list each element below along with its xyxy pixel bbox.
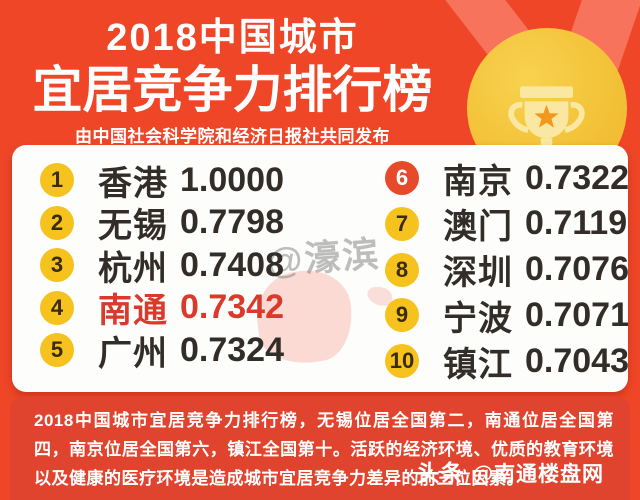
ranking-card: @濠滨 1 香港 1.0000 2 无锡 0.7798 3 杭州 0.7408 …	[12, 145, 628, 392]
city-name: 宁波	[443, 299, 513, 338]
ranking-row: 5 广州 0.7324	[40, 329, 284, 373]
rank-badge: 3	[40, 248, 74, 282]
publisher-watermark: 头条 @南通楼盘网	[417, 454, 604, 488]
rank-badge: 2	[40, 205, 74, 240]
city-score: 0.7043	[525, 341, 628, 380]
ranking-row: 9 宁波 0.7071	[385, 294, 628, 338]
account-handle: @南通楼盘网	[472, 463, 604, 486]
city-score: 0.7324	[180, 330, 284, 369]
ranking-row: 10 镇江 0.7043	[385, 340, 628, 384]
toutiao-logo: 头条	[416, 460, 465, 486]
city-name: 无锡	[98, 207, 168, 245]
city-score: 0.7408	[180, 245, 284, 284]
city-score: 0.7342	[180, 288, 284, 326]
city-name: 南通	[98, 292, 168, 330]
ranking-row: 8 深圳 0.7076	[385, 249, 628, 292]
publisher-subtitle: 由中国社会科学院和经济日报社共同发布	[75, 127, 390, 146]
city-score: 0.7071	[525, 295, 628, 334]
ranking-row: 6 南京 0.7322	[385, 157, 628, 201]
city-name: 香港	[98, 164, 168, 203]
ranking-row: 1 香港 1.0000	[40, 159, 284, 203]
footer-panel: 2018中国城市宜居竞争力排行榜，无锡位居全国第二，南通位居全国第四，南京位居全…	[10, 396, 630, 500]
ranking-row: 7 澳门 0.7119	[385, 203, 628, 246]
rank-badge: 4	[40, 290, 74, 325]
ranking-column-left: 1 香港 1.0000 2 无锡 0.7798 3 杭州 0.7408 4 南通…	[40, 159, 284, 373]
city-name: 南京	[443, 162, 513, 201]
ranking-column-right: 6 南京 0.7322 7 澳门 0.7119 8 深圳 0.7076 9 宁波…	[385, 157, 628, 384]
city-score: 0.7798	[180, 203, 284, 241]
ranking-row-highlighted: 4 南通 0.7342	[40, 287, 284, 330]
city-score: 0.7322	[525, 158, 628, 197]
rank-badge: 1	[40, 163, 74, 197]
city-score: 0.7119	[525, 204, 628, 243]
summary-text: 2018中国城市宜居竞争力排行榜，无锡位居全国第二，南通位居全国第四，南京位居全…	[34, 411, 614, 488]
star-icon	[534, 104, 559, 128]
rank-badge: 7	[385, 206, 419, 241]
ranking-row: 3 杭州 0.7408	[40, 244, 284, 288]
city-name: 澳门	[443, 208, 513, 247]
city-name: 镇江	[443, 345, 513, 384]
header-titles: 2018中国城市 宜居竞争力排行榜 由中国社会科学院和经济日报社共同发布	[0, 0, 465, 147]
city-name: 广州	[98, 334, 168, 373]
city-score: 1.0000	[180, 160, 284, 199]
ranking-row: 2 无锡 0.7798	[40, 202, 284, 245]
header-banner: 2018中国城市 宜居竞争力排行榜 由中国社会科学院和经济日报社共同发布	[0, 0, 640, 188]
title-line-1: 2018中国城市	[106, 17, 359, 59]
rank-badge: 10	[385, 344, 419, 379]
city-name: 深圳	[443, 254, 513, 293]
rank-badge: 8	[385, 252, 419, 287]
rank-badge: 9	[385, 298, 419, 333]
rank-badge: 6	[385, 161, 419, 195]
rank-badge: 5	[40, 333, 74, 367]
title-line-2: 宜居竞争力排行榜	[32, 62, 433, 118]
city-name: 杭州	[98, 249, 168, 288]
city-score: 0.7076	[525, 250, 628, 289]
